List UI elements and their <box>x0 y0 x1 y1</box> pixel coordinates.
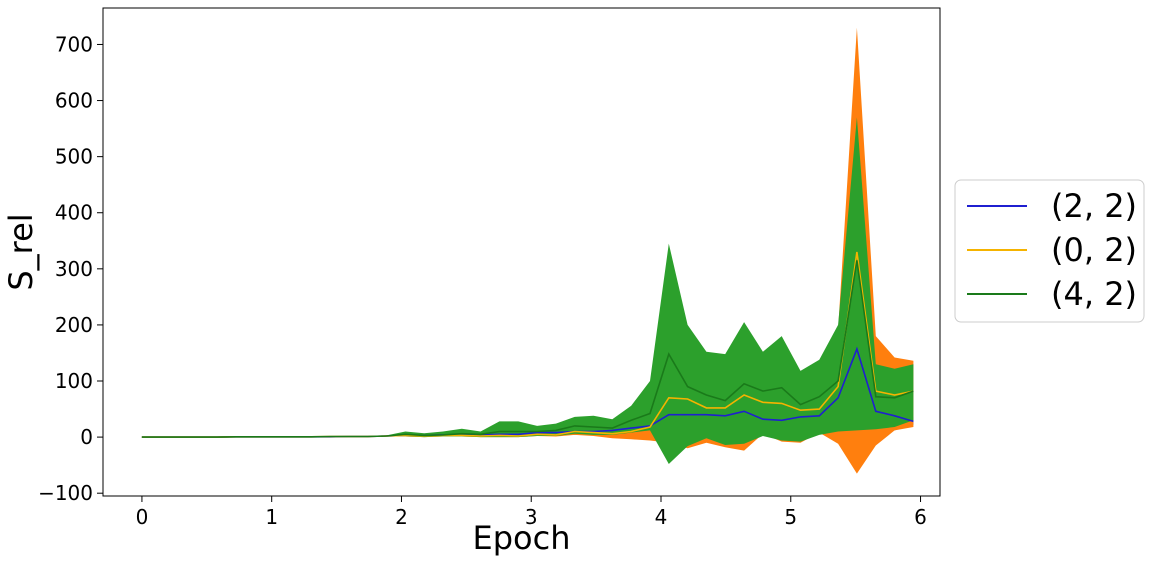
x-tick-label: 3 <box>525 505 538 529</box>
y-tick-label: 500 <box>55 145 93 169</box>
y-tick-label: 600 <box>55 89 93 113</box>
y-tick-label: 0 <box>80 425 93 449</box>
y-tick-label: 100 <box>55 369 93 393</box>
legend-frame <box>954 179 1145 323</box>
x-tick-label: 6 <box>914 505 927 529</box>
legend-label-1: (0, 2) <box>1051 231 1137 269</box>
y-tick-label: 300 <box>55 257 93 281</box>
x-tick-label: 0 <box>136 505 149 529</box>
plot-frame <box>102 7 941 497</box>
y-axis-title: S_rel <box>2 213 40 290</box>
y-axis: −100 0 100 200 300 400 500 600 700 <box>38 32 103 505</box>
y-tick-label: −100 <box>38 481 93 505</box>
x-axis-title: Epoch <box>473 519 571 557</box>
x-tick-label: 4 <box>655 505 668 529</box>
series-2-band <box>141 117 914 465</box>
x-tick-label: 5 <box>784 505 797 529</box>
y-tick-label: 200 <box>55 313 93 337</box>
confidence-bands <box>141 27 914 474</box>
series-1-line <box>141 251 914 438</box>
legend: (2, 2) (0, 2) (4, 2) <box>954 179 1145 323</box>
legend-label-2: (4, 2) <box>1051 275 1137 313</box>
series-lines <box>141 251 914 438</box>
x-tick-label: 1 <box>265 505 278 529</box>
x-axis: 0 1 2 3 4 5 6 <box>136 496 927 529</box>
y-tick-label: 400 <box>55 201 93 225</box>
x-tick-label: 2 <box>395 505 408 529</box>
y-tick-label: 700 <box>55 32 93 56</box>
series-2-line <box>141 260 914 438</box>
legend-label-0: (2, 2) <box>1051 187 1137 225</box>
